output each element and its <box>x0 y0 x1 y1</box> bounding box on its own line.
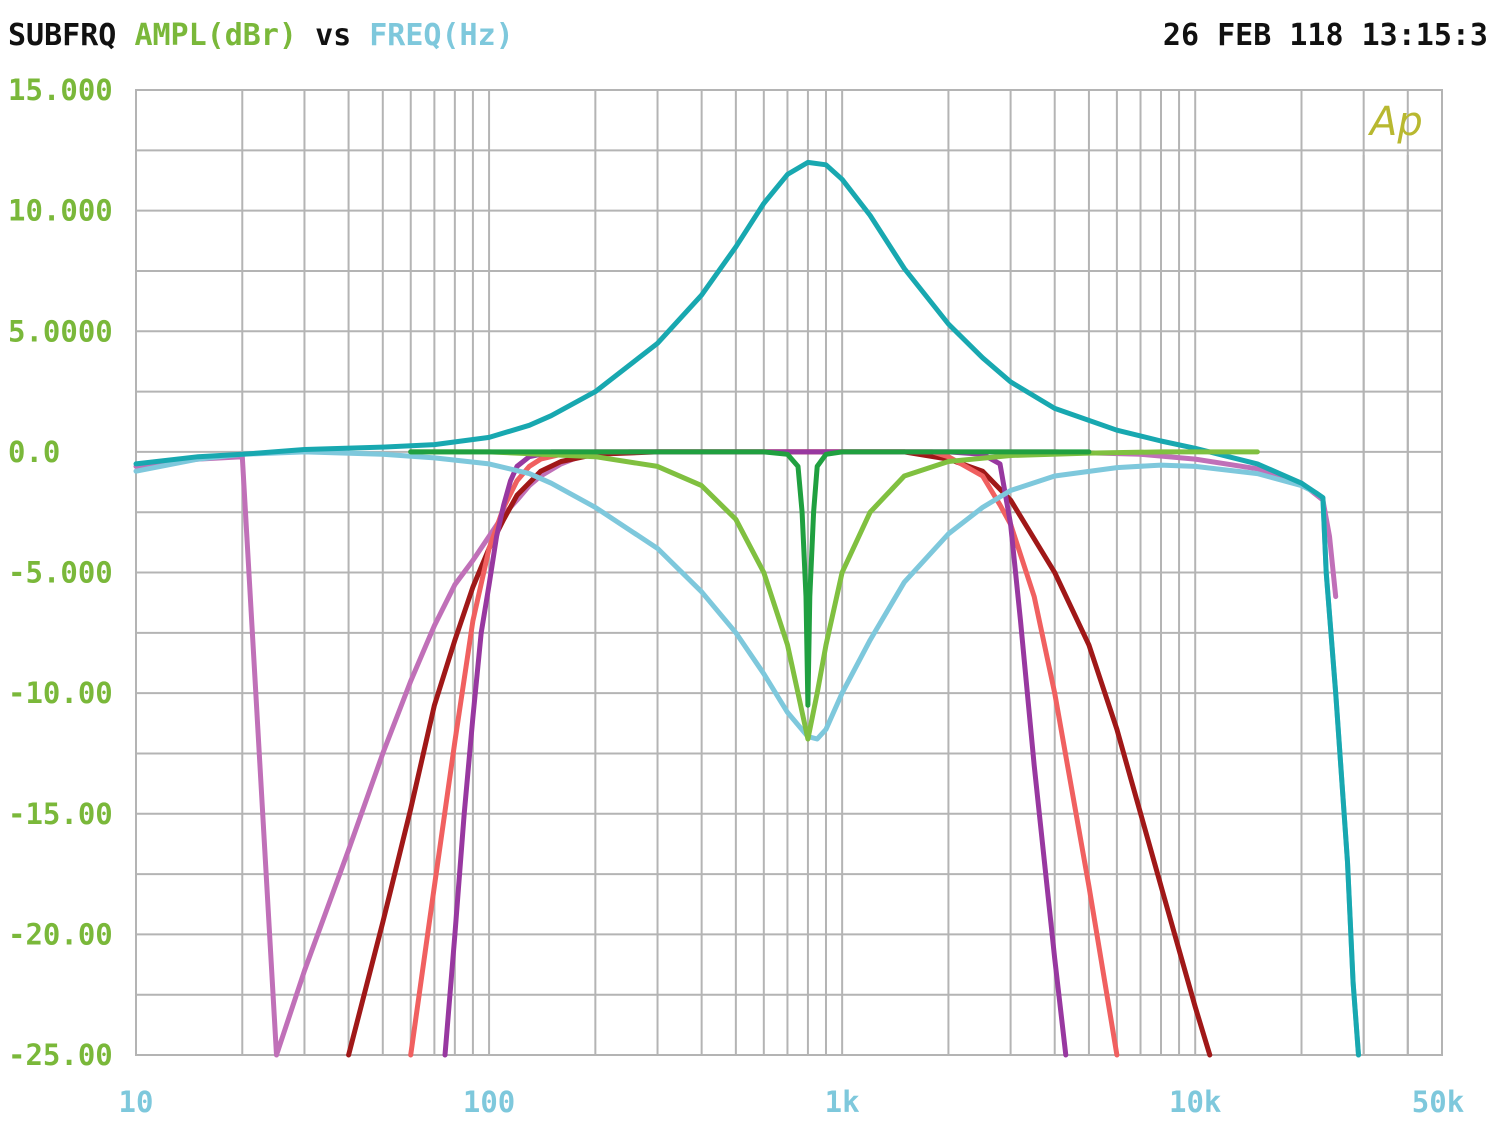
x-axis-labels: 10 100 1k 10k 50k <box>119 1085 1465 1119</box>
y-tick-label: -20.00 <box>8 917 113 951</box>
x-tick-label: 10k <box>1169 1085 1221 1119</box>
measurement-name: SUBFRQ <box>8 18 117 53</box>
y-tick-label: 0.0 <box>8 435 60 469</box>
vs-label: vs <box>315 18 352 53</box>
x-tick-label: 1k <box>825 1085 860 1119</box>
y-tick-label: 5.0000 <box>8 314 113 348</box>
y-tick-label: 15.000 <box>8 73 113 107</box>
x-tick-label: 100 <box>463 1085 515 1119</box>
series-group <box>133 159 1361 1058</box>
series-line-7 <box>408 449 1260 742</box>
y-tick-label: -15.00 <box>8 797 113 831</box>
y-tick-label: -5.000 <box>8 556 113 590</box>
y-tick-label: -10.00 <box>8 676 113 710</box>
y-axis-labels: 15.000 10.000 5.0000 0.0 -5.000 -10.00 -15.00 -… <box>8 73 113 1072</box>
y-tick-label: 10.000 <box>8 194 113 228</box>
y-tick-label: -25.00 <box>8 1038 113 1072</box>
x-tick-label: 10 <box>119 1085 154 1119</box>
x-quantity-label: FREQ(Hz) <box>369 18 514 53</box>
series-line-6 <box>133 159 1361 1058</box>
timestamp: 26 FEB 118 13:15:3 <box>1162 18 1488 53</box>
ap-logo: Ap <box>1367 99 1423 145</box>
chart-header: SUBFRQ AMPL(dBr) vs FREQ(Hz) <box>8 18 514 53</box>
grid <box>135 89 1443 1056</box>
series-line-8 <box>408 449 1092 708</box>
y-quantity-label: AMPL(dBr) <box>134 18 297 53</box>
plot-border <box>135 89 1443 1056</box>
x-tick-label: 50k <box>1412 1085 1464 1119</box>
